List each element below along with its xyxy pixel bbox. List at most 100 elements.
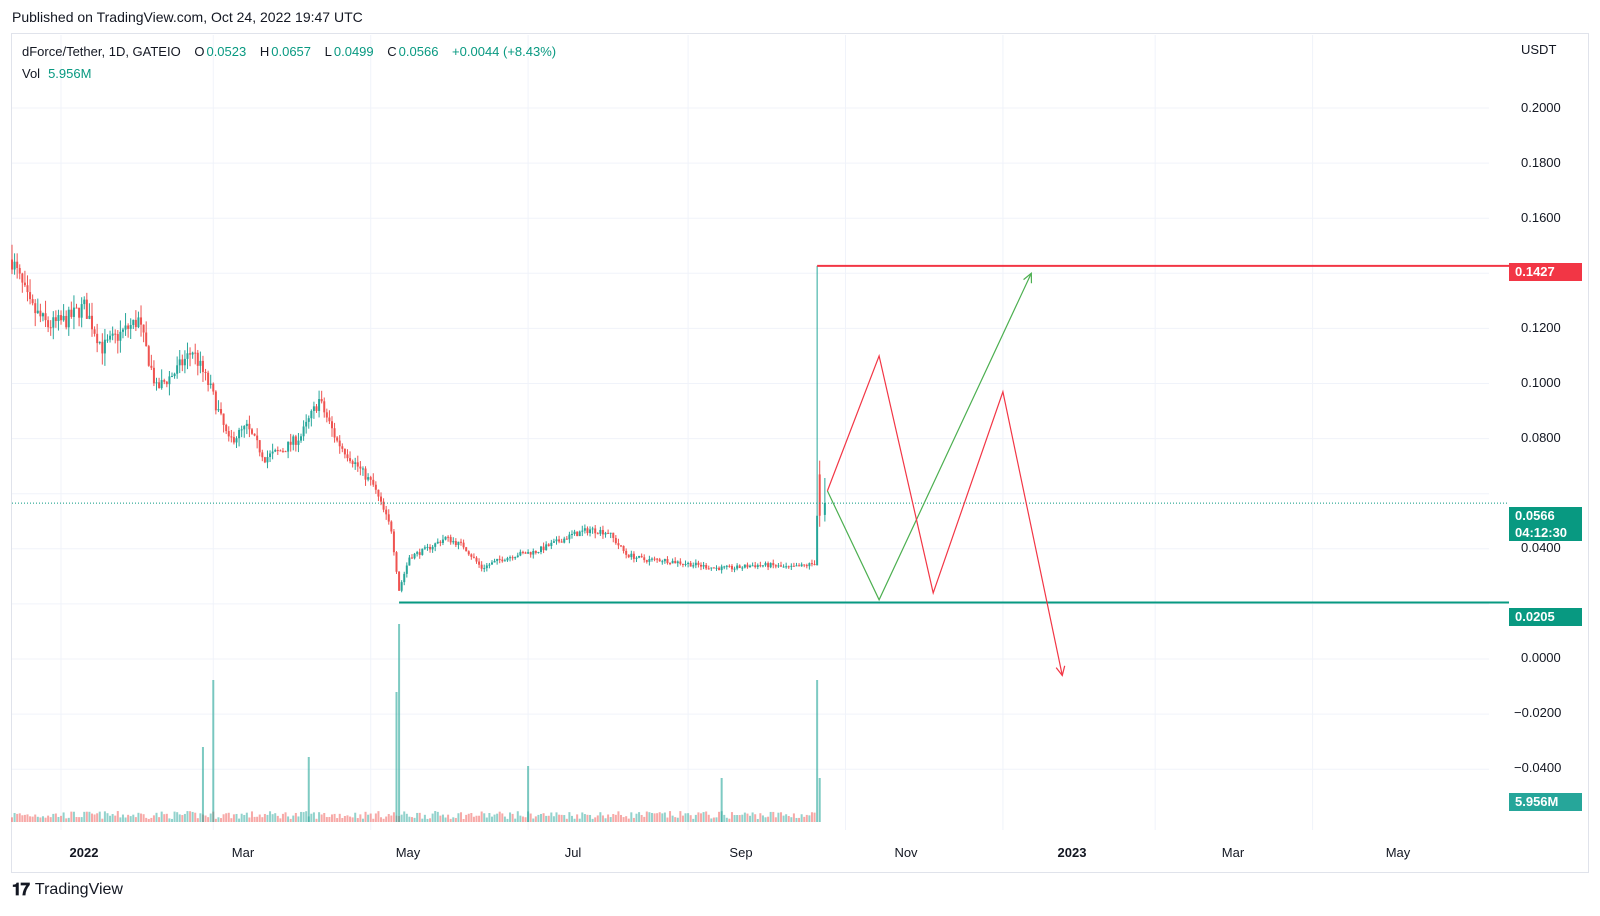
candle-body [555,539,558,542]
candle-body [710,567,713,569]
brand-text: TradingView [34,881,123,898]
volume-bar [160,811,163,822]
volume-bar [250,811,253,822]
candle-body [214,391,217,411]
candle-body [720,566,723,571]
volume-bar [31,816,34,822]
candle-body [307,418,310,422]
candle-body [297,440,300,445]
tradingview-brand[interactable]: 𝟏𝟕 TradingView [12,880,123,900]
volume-bar [462,818,465,822]
volume-bar [795,817,798,822]
candle-body [145,332,148,347]
candle-body [552,541,555,543]
volume-bar [431,813,434,822]
volume-bar [478,815,481,822]
volume-bar [78,817,81,822]
volume-bar [150,817,153,822]
volume-bar [527,766,530,822]
volume-bar [403,811,406,822]
volume-bar [620,814,623,822]
volume-bar [374,813,377,822]
candle-body [728,565,731,567]
candle-body [129,325,132,329]
volume-bar [803,816,806,822]
candle-body [155,382,158,384]
candle-body [676,561,679,564]
y-tick: 0.1200 [1521,320,1561,335]
candle-body [318,399,321,411]
volume-bar [640,814,643,822]
volume-bar [509,812,512,822]
candle-body [21,273,24,283]
candle-body [718,567,721,571]
volume-bar [782,815,785,822]
volume-bar [568,812,571,822]
candle-body [671,560,674,564]
volume-bar [785,814,788,822]
candle-body [222,413,225,425]
volume-bar [684,813,687,822]
volume-bar [369,813,372,822]
candle-body [98,341,101,344]
volume-bar [39,817,42,822]
volume-bar [710,818,713,822]
symbol-title[interactable]: dForce/Tether, 1D, GATEIO [22,44,181,59]
candle-body [503,560,506,562]
candle-body [705,565,708,569]
volume-bar [276,815,279,822]
volume-bar [625,816,628,822]
volume-bar [181,815,184,822]
candle-body [189,353,192,355]
volume-bar [80,817,83,822]
candle-body [245,423,248,427]
volume-bar [570,815,573,822]
volume-bar [328,816,331,822]
candle-body [573,531,576,534]
candle-body [62,315,65,321]
green-projection-path [826,273,1032,602]
candle-body [498,558,501,560]
candle-body [85,299,88,319]
volume-bar [36,816,39,822]
candle-body [374,484,377,490]
volume-bar [689,815,692,822]
low-label: L [324,44,332,59]
ohlc-legend: dForce/Tether, 1D, GATEIO O 0.0523 H 0.065… [22,44,558,59]
candle-body [534,550,537,553]
candle-body [640,555,643,558]
volume-bar [225,813,228,822]
volume-bar [111,814,114,822]
volume-bar [643,816,646,822]
volume-bar [385,816,388,822]
volume-bar [132,814,135,822]
candle-body [380,496,383,502]
candle-body [209,383,212,385]
candle-body [276,450,279,452]
candle-body [684,563,687,565]
candle-body [614,537,617,544]
volume-bar [183,813,186,822]
volume-bar [594,817,597,822]
candle-body [106,339,109,341]
volume-bar [547,815,550,822]
volume-bar [367,814,370,822]
chart-frame[interactable] [11,33,1589,873]
candle-body [16,261,19,268]
volume-bar [609,817,612,822]
candle-body [490,562,493,565]
y-tick: 0.0400 [1521,540,1561,555]
volume-bar [772,811,775,822]
candle-body [225,424,228,432]
volume-bar [483,813,486,822]
volume-bar [671,815,674,822]
candle-body [253,433,256,436]
candle-body [452,541,455,543]
candle-body [687,562,690,564]
volume-bar [658,812,661,822]
volume-bar [390,815,393,822]
candle-body [325,412,328,418]
volume-label: Vol [22,66,41,81]
candle-body [300,436,303,441]
